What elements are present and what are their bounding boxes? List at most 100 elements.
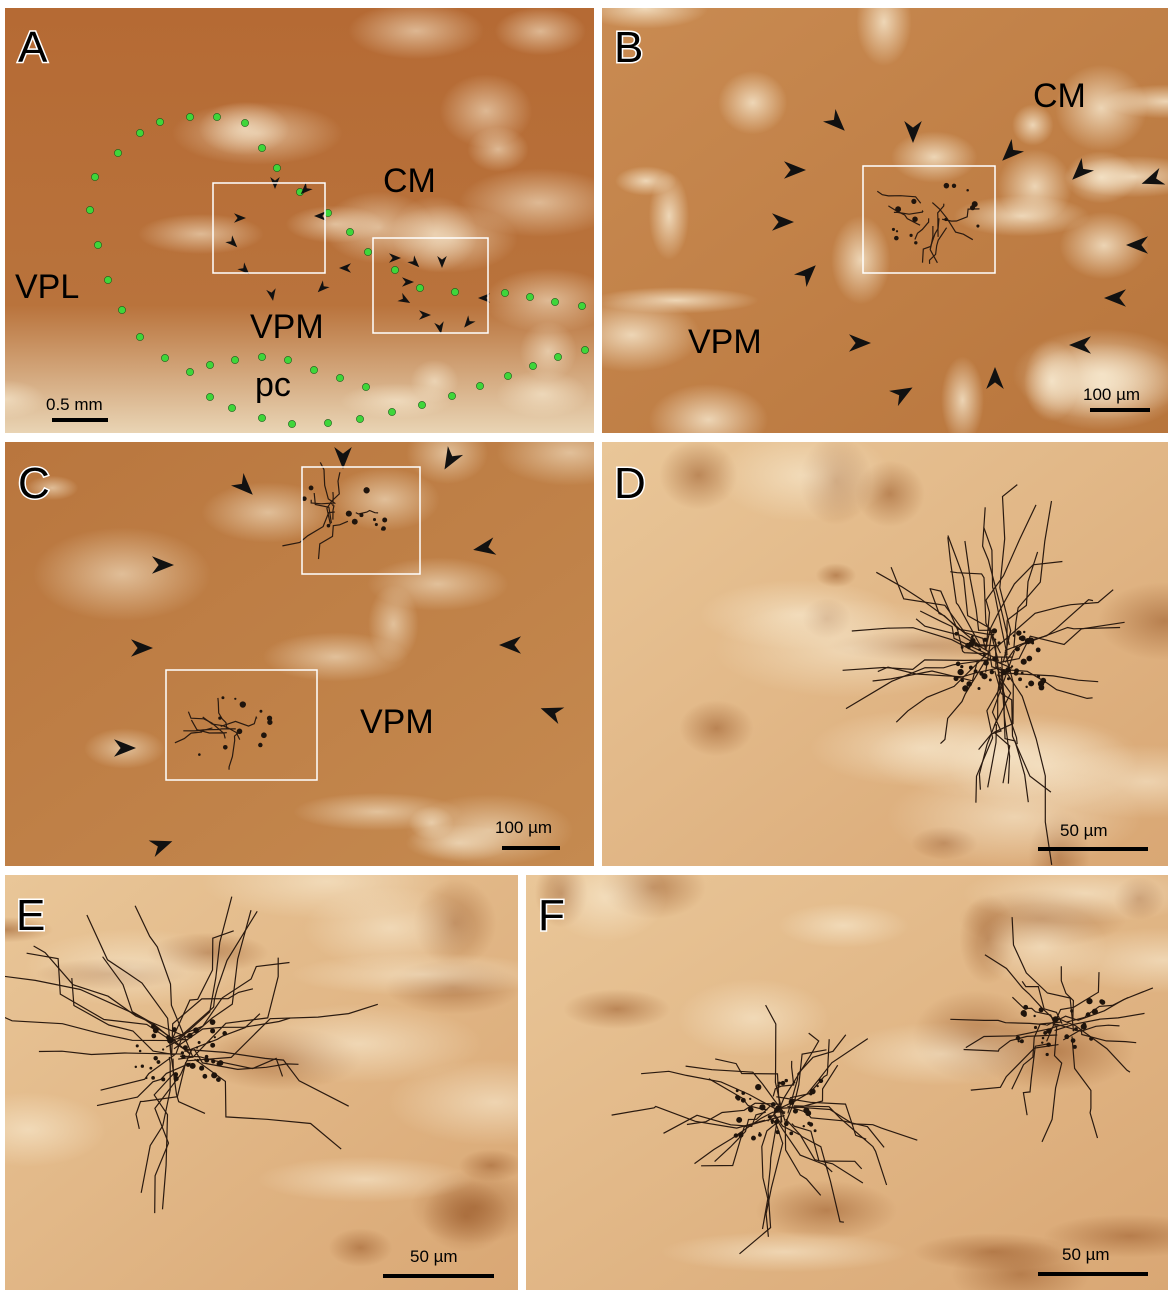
bouton [736,1096,740,1100]
texture-blob [831,216,890,305]
bouton [157,1060,161,1064]
boundary-dot [94,241,101,248]
bouton [136,1044,139,1047]
bouton [970,205,975,210]
bouton [1083,1023,1087,1027]
boundary-dot [578,302,585,309]
bouton [166,1035,171,1040]
bouton [983,660,989,666]
boundary-dot [241,119,248,126]
bouton [1016,1036,1021,1041]
boundary-dot [186,368,193,375]
bouton [1028,637,1034,643]
bouton [814,1129,817,1132]
bouton [209,1041,211,1043]
bouton [978,687,981,690]
bouton [966,681,972,687]
texture-blob [649,172,689,260]
texture-blob [677,979,829,1057]
bouton [778,1082,781,1085]
scale-bar-label: 50 µm [1062,1245,1110,1264]
texture-blob [409,806,454,840]
bouton [784,1122,789,1127]
bouton [1014,668,1019,673]
panel-letter: F [538,891,565,940]
bouton [151,1034,156,1039]
texture-blob [867,711,1140,798]
bouton [755,1084,761,1090]
bouton [145,1077,147,1079]
texture-blob [718,71,787,135]
bouton [774,1108,778,1112]
texture-blob [340,383,452,419]
bouton [218,716,221,719]
bouton [992,656,997,661]
region-label: CM [383,162,436,200]
texture-blob [891,131,977,182]
bouton [911,199,916,204]
bouton [221,696,224,699]
boundary-dot [551,298,558,305]
boundary-dot [228,404,235,411]
bouton [237,729,243,735]
bouton [974,669,978,673]
bouton [161,1077,165,1081]
texture-blob [713,599,986,698]
scale-bar-label: 100 µm [1083,385,1140,404]
bouton [190,1063,196,1069]
boundary-dot [324,419,331,426]
panel-letter: E [16,891,45,940]
texture-blob [236,1004,483,1084]
bouton [809,1122,813,1126]
bouton [895,206,901,212]
bouton [1021,659,1027,665]
texture-blob [495,7,586,55]
boundary-dot [310,366,317,373]
region-label: VPL [15,268,79,306]
texture-blob [679,700,753,756]
texture-blob [33,527,211,621]
boundary-dot [136,333,143,340]
bouton [1001,670,1006,675]
boundary-dot [529,362,536,369]
boundary-dot [91,173,98,180]
boundary-dot [418,401,425,408]
bouton [956,662,961,667]
bouton [240,701,246,707]
bouton [789,1099,795,1105]
scale-bar-label: 0.5 mm [46,395,103,414]
bouton [738,1132,743,1137]
bouton [1041,1041,1043,1043]
bouton [1039,1007,1044,1012]
texture-blob [368,585,419,663]
bouton [1011,665,1013,667]
bouton [896,230,898,232]
boundary-dot [581,346,588,353]
bouton [234,698,236,700]
bouton [153,1027,159,1033]
bouton [198,1041,201,1044]
scale-bar-label: 50 µm [1060,821,1108,840]
boundary-dot [206,361,213,368]
boundary-dot [451,288,458,295]
boundary-dot [273,164,280,171]
texture-blob [778,903,909,948]
bouton [1046,1042,1050,1046]
bouton [741,1091,745,1095]
bouton [162,1048,164,1050]
panel-letter: A [18,23,48,72]
texture-blob [323,191,434,263]
bouton [135,1066,137,1068]
bouton [803,1125,805,1127]
boundary-dot [231,356,238,363]
bouton [997,641,1000,644]
boundary-dot [364,248,371,255]
bouton [309,486,314,491]
panel-letter: D [614,459,646,508]
boundary-dot [104,276,111,283]
bouton [758,1133,762,1137]
bouton [944,218,947,221]
boundary-dot [86,206,93,213]
texture-blob [138,214,264,254]
boundary-dot [114,149,121,156]
